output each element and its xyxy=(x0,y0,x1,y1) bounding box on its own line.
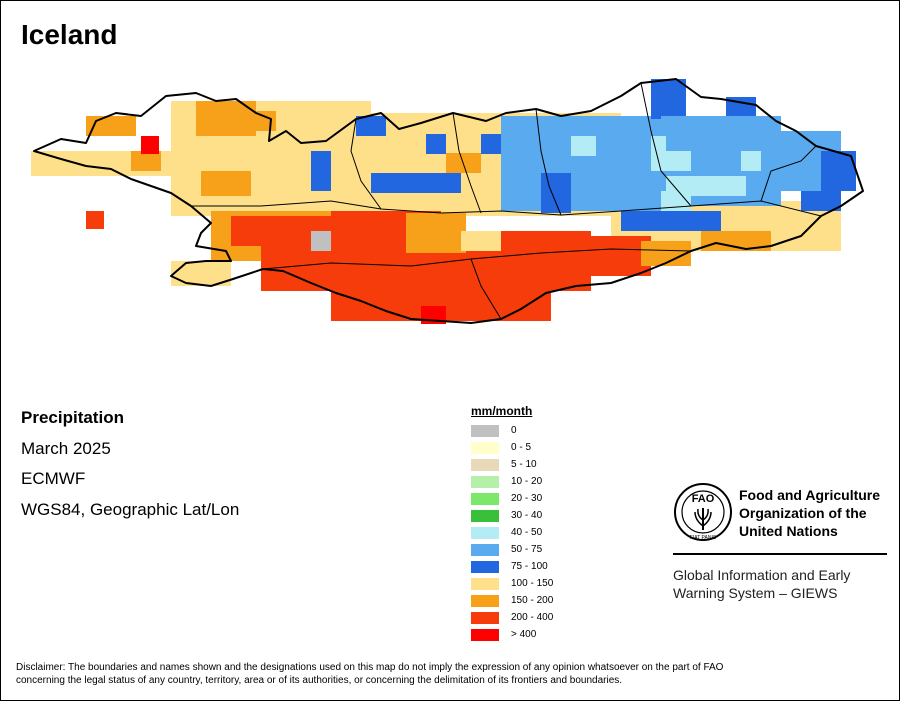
projection-label: WGS84, Geographic Lat/Lon xyxy=(21,500,240,519)
legend-label: 0 - 5 xyxy=(511,442,532,453)
precip-cell xyxy=(651,151,691,171)
precipitation-map xyxy=(31,78,864,324)
map-title: Iceland xyxy=(21,19,118,50)
legend-label: 20 - 30 xyxy=(511,493,543,504)
precip-cell xyxy=(131,151,161,171)
precip-cell xyxy=(201,171,251,196)
precip-cell xyxy=(461,231,501,251)
precip-cell xyxy=(621,211,721,231)
legend: mm/month 0 0 - 5 5 - 10 10 - 20 20 - 30 … xyxy=(471,404,553,643)
legend-swatch xyxy=(471,526,499,539)
legend-swatch xyxy=(471,509,499,522)
legend-label: > 400 xyxy=(511,629,537,640)
legend-swatch xyxy=(471,424,499,437)
legend-item: 0 xyxy=(471,422,553,439)
precip-cell xyxy=(426,134,446,154)
precipitation-grid xyxy=(31,79,856,324)
legend-item: 50 - 75 xyxy=(471,541,553,558)
legend-item: 10 - 20 xyxy=(471,473,553,490)
legend-label: 30 - 40 xyxy=(511,510,543,521)
precip-cell xyxy=(801,191,841,211)
precip-cell xyxy=(371,173,461,193)
precip-cell xyxy=(661,191,691,211)
org-name: Food and Agriculture Organization of the… xyxy=(739,486,880,540)
fao-logo-motto: FIAT PANIS xyxy=(690,535,717,541)
fao-logo-text: FAO xyxy=(692,493,715,505)
source-label: ECMWF xyxy=(21,469,86,488)
legend-item: 5 - 10 xyxy=(471,456,553,473)
interior-boundaries xyxy=(191,82,822,320)
legend-title: mm/month xyxy=(471,404,533,418)
org-name-line: United Nations xyxy=(739,523,838,539)
legend-item: 20 - 30 xyxy=(471,490,553,507)
legend-label: 50 - 75 xyxy=(511,544,543,555)
precip-cell xyxy=(311,231,331,251)
coastline xyxy=(33,78,864,324)
precip-cell xyxy=(701,231,771,251)
precip-cell xyxy=(86,211,104,229)
legend-item: 200 - 400 xyxy=(471,609,553,626)
precip-cell xyxy=(651,79,686,119)
precip-cell xyxy=(406,213,466,253)
legend-item: 100 - 150 xyxy=(471,575,553,592)
precip-cell xyxy=(501,116,661,211)
disclaimer-line: concerning the legal status of any count… xyxy=(16,675,623,686)
legend-label: 200 - 400 xyxy=(511,612,554,623)
legend-label: 75 - 100 xyxy=(511,561,548,572)
legend-swatch xyxy=(471,611,499,624)
legend-label: 5 - 10 xyxy=(511,459,537,470)
precip-cell xyxy=(311,151,331,191)
legend-label: 0 xyxy=(511,425,517,436)
legend-swatch xyxy=(471,577,499,590)
precip-cell xyxy=(741,151,761,171)
disclaimer-line: Disclaimer: The boundaries and names sho… xyxy=(16,662,724,673)
legend-swatch xyxy=(471,441,499,454)
legend-item: 75 - 100 xyxy=(471,558,553,575)
legend-item: 40 - 50 xyxy=(471,524,553,541)
legend-swatch xyxy=(471,628,499,641)
legend-swatch xyxy=(471,594,499,607)
org-name-line: Organization of the xyxy=(739,505,867,521)
fao-logo-icon: FAO FIAT PANIS xyxy=(674,483,732,541)
precip-cell xyxy=(641,241,691,266)
legend-item: 0 - 5 xyxy=(471,439,553,456)
legend-item: 30 - 40 xyxy=(471,507,553,524)
precip-cell xyxy=(31,151,191,176)
precip-cell xyxy=(241,111,276,131)
precip-cell xyxy=(356,116,386,136)
system-name-line: Global Information and Early xyxy=(673,567,851,583)
legend-label: 10 - 20 xyxy=(511,476,543,487)
precip-cell xyxy=(541,173,571,213)
precip-cell xyxy=(821,151,856,191)
org-name-line: Food and Agriculture xyxy=(739,487,881,503)
legend-label: 100 - 150 xyxy=(511,578,554,589)
product-label: Precipitation xyxy=(21,408,124,427)
disclaimer: Disclaimer: The boundaries and names sho… xyxy=(16,661,886,687)
legend-label: 150 - 200 xyxy=(511,595,554,606)
precip-cell xyxy=(571,136,596,156)
legend-swatch xyxy=(471,560,499,573)
legend-swatch xyxy=(471,475,499,488)
precip-cell xyxy=(141,136,159,154)
divider xyxy=(673,553,887,555)
legend-swatch xyxy=(471,543,499,556)
legend-swatch xyxy=(471,458,499,471)
legend-swatch xyxy=(471,492,499,505)
legend-item: > 400 xyxy=(471,626,553,643)
system-name-line: Warning System – GIEWS xyxy=(673,585,838,601)
legend-label: 40 - 50 xyxy=(511,527,543,538)
period-label: March 2025 xyxy=(21,439,111,458)
system-name: Global Information and Early Warning Sys… xyxy=(673,566,850,602)
legend-item: 150 - 200 xyxy=(471,592,553,609)
